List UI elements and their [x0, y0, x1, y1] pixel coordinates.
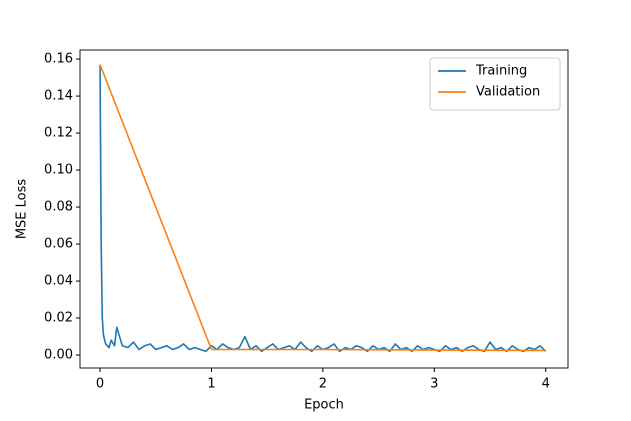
x-tick-label: 1 [207, 377, 215, 392]
plot-frame [79, 49, 569, 369]
y-tick-label: 0.04 [44, 274, 73, 289]
y-tick-label: 0.02 [44, 311, 73, 326]
y-tick-label: 0.14 [44, 89, 73, 104]
x-axis-label: Epoch [304, 398, 344, 413]
y-axis-label: MSE Loss [15, 179, 30, 240]
series-line [99, 64, 546, 352]
legend-label: Training [475, 64, 527, 79]
x-tick-label: 4 [542, 377, 550, 392]
x-tick-label: 2 [319, 377, 327, 392]
legend-label: Validation [476, 85, 540, 100]
y-tick-label: 0.10 [44, 163, 73, 178]
x-tick-label: 0 [96, 377, 104, 392]
x-tick-label: 3 [430, 377, 438, 392]
y-tick-label: 0.12 [44, 126, 73, 141]
y-tick-label: 0.06 [44, 237, 73, 252]
y-tick-label: 0.16 [44, 52, 73, 67]
y-tick-label: 0.00 [44, 348, 73, 363]
y-tick-label: 0.08 [44, 200, 73, 215]
